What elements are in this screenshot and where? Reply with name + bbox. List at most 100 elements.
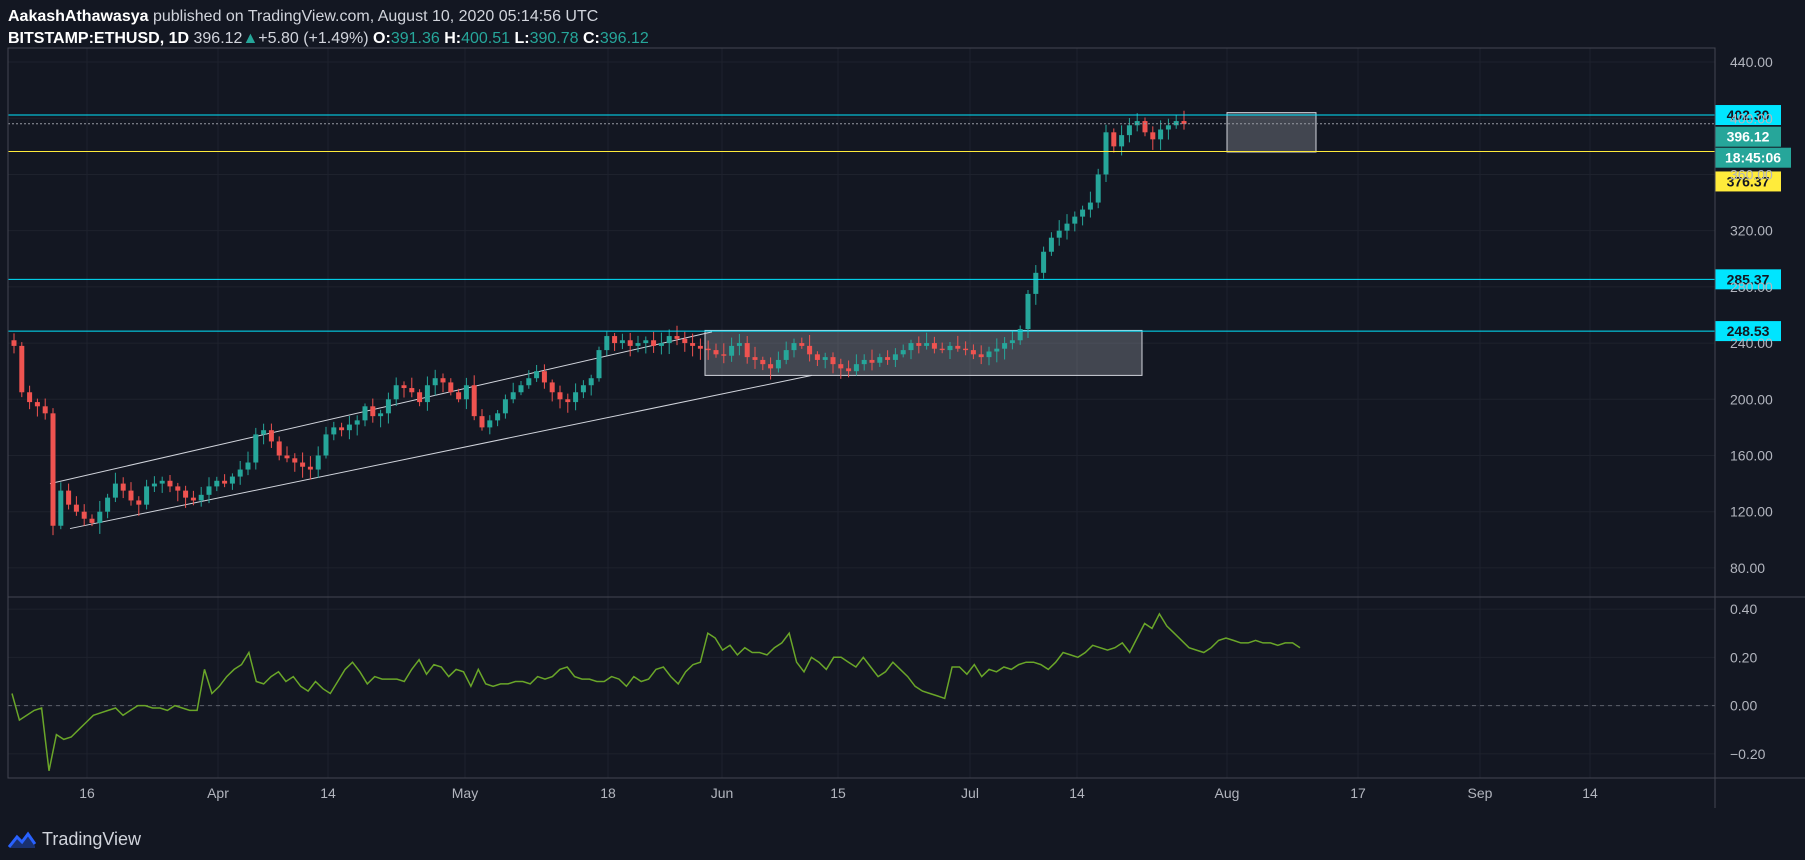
candle-body bbox=[159, 480, 165, 484]
candle bbox=[612, 332, 618, 351]
candle bbox=[50, 408, 56, 536]
candle bbox=[1119, 125, 1125, 156]
candle-body bbox=[573, 392, 579, 403]
candle bbox=[721, 343, 727, 364]
level-badge bbox=[1715, 269, 1781, 290]
candle-body bbox=[931, 343, 937, 349]
candle-body bbox=[1072, 216, 1078, 224]
candle bbox=[994, 338, 1000, 363]
candle-body bbox=[846, 368, 852, 372]
candle-body bbox=[986, 351, 992, 358]
candle bbox=[495, 409, 501, 427]
candle bbox=[791, 338, 797, 358]
candle bbox=[674, 325, 680, 346]
candle bbox=[924, 332, 930, 350]
candle-body bbox=[479, 416, 485, 428]
candle-body bbox=[1025, 293, 1031, 330]
indicator-tick-label: 0.40 bbox=[1730, 601, 1757, 617]
candle-body bbox=[456, 392, 462, 400]
candle-body bbox=[409, 388, 415, 393]
candle bbox=[1134, 113, 1140, 132]
candle bbox=[1087, 191, 1093, 218]
time-tick-label: 17 bbox=[1350, 785, 1366, 801]
candle-body bbox=[541, 371, 547, 383]
candle-body bbox=[853, 364, 859, 372]
publish-info: published on TradingView.com, August 10,… bbox=[148, 8, 599, 25]
candle-body bbox=[565, 399, 571, 403]
candle bbox=[245, 451, 251, 476]
candle bbox=[1056, 220, 1062, 246]
candle bbox=[838, 358, 844, 379]
candle-body bbox=[339, 427, 345, 431]
candle-body bbox=[300, 462, 306, 467]
candle bbox=[619, 333, 625, 350]
candle-body bbox=[463, 385, 469, 400]
candle bbox=[931, 336, 937, 354]
candle bbox=[206, 477, 212, 504]
candle-body bbox=[229, 476, 235, 484]
candle bbox=[315, 446, 321, 478]
close-label: C: bbox=[582, 30, 600, 47]
plot-frame bbox=[7, 47, 1716, 779]
candle-body bbox=[705, 348, 711, 351]
candle bbox=[1150, 126, 1156, 150]
candle bbox=[409, 377, 415, 398]
candle bbox=[487, 415, 493, 435]
level-badge bbox=[1715, 105, 1781, 126]
candle-body bbox=[924, 343, 930, 346]
candle bbox=[729, 337, 735, 362]
candle bbox=[214, 476, 220, 492]
low-label: L: bbox=[514, 30, 530, 47]
candle-body bbox=[222, 480, 228, 484]
candle-body bbox=[635, 343, 641, 346]
candle bbox=[385, 392, 391, 424]
candle-body bbox=[183, 490, 189, 498]
candle-body bbox=[378, 413, 384, 417]
candle bbox=[565, 393, 571, 413]
ohlc-line: BITSTAMP:ETHUSD, 1D 396.12▲+5.80 (+1.49%… bbox=[8, 28, 649, 50]
candle bbox=[175, 482, 181, 502]
level-label: 248.53 bbox=[1727, 323, 1770, 339]
level-label: 285.37 bbox=[1727, 271, 1770, 287]
price-tick-label: 160.00 bbox=[1730, 447, 1773, 463]
price-tick-label: 200.00 bbox=[1730, 391, 1773, 407]
candle bbox=[261, 423, 267, 445]
candle-body bbox=[66, 490, 72, 505]
candle-body bbox=[768, 364, 774, 369]
candle-body bbox=[814, 354, 820, 360]
candle bbox=[479, 409, 485, 431]
candle bbox=[1025, 289, 1031, 338]
candle-body bbox=[557, 392, 563, 400]
candle-body bbox=[1002, 343, 1008, 349]
candle bbox=[128, 482, 134, 506]
indicator-tick-label: 0.00 bbox=[1730, 698, 1757, 714]
candle-body bbox=[1134, 121, 1140, 126]
price-change: +5.80 (+1.49%) bbox=[258, 30, 369, 47]
candle bbox=[1181, 110, 1187, 130]
candle-body bbox=[11, 340, 17, 346]
candle-body bbox=[268, 430, 274, 442]
candle bbox=[861, 354, 867, 371]
candle-body bbox=[1080, 209, 1086, 217]
candle bbox=[1142, 117, 1148, 137]
candle-body bbox=[1181, 121, 1187, 124]
candle bbox=[635, 335, 641, 353]
time-tick-label: Sep bbox=[1468, 785, 1493, 801]
symbol-label[interactable]: BITSTAMP:ETHUSD, 1D bbox=[8, 30, 190, 47]
price-tick-label: 320.00 bbox=[1730, 223, 1773, 239]
candle-body bbox=[417, 392, 423, 403]
time-tick-label: 14 bbox=[320, 785, 336, 801]
consolidation-box bbox=[1226, 112, 1317, 153]
candle bbox=[752, 346, 758, 369]
candle bbox=[167, 475, 173, 493]
tradingview-brand[interactable]: TradingView bbox=[42, 829, 142, 849]
candle-body bbox=[198, 494, 204, 501]
candle-body bbox=[144, 486, 150, 505]
candle bbox=[947, 342, 953, 360]
candle-body bbox=[315, 455, 321, 470]
author-name[interactable]: AakashAthawasya bbox=[8, 8, 149, 25]
candle bbox=[300, 452, 306, 478]
candle bbox=[939, 342, 945, 354]
candle bbox=[237, 460, 243, 485]
